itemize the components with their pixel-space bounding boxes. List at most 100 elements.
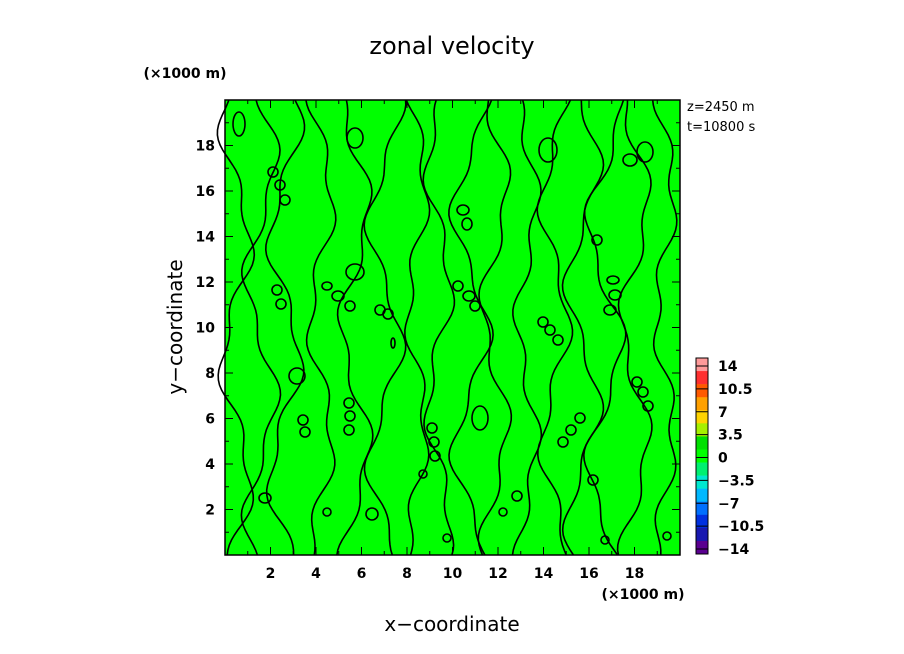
time-level-annotation-t: t=10800 s — [687, 120, 755, 135]
x-axis-label: x−coordinate — [384, 612, 519, 636]
colorbar-frame — [695, 357, 709, 555]
contour-line — [305, 99, 337, 556]
x-tick-label: 2 — [266, 566, 276, 582]
contour-line — [511, 99, 543, 556]
contour-loop — [600, 535, 610, 545]
colorbar: 14 10.5 7 3.5 0 −3.5 −7 −10.5 −14 — [695, 357, 764, 558]
contour-loop — [382, 308, 394, 320]
contour-loop — [603, 304, 617, 316]
contour-loop — [321, 281, 333, 291]
y-tick-label: 2 — [205, 503, 215, 519]
contour-loop — [346, 127, 364, 149]
y-tick-label: 8 — [205, 366, 215, 382]
colorbar-label: −7 — [718, 496, 739, 512]
y-tick-label: 6 — [205, 412, 215, 428]
colorbar-label: 0 — [718, 451, 728, 467]
colorbar-swatch — [696, 462, 708, 476]
colorbar-swatch — [696, 371, 708, 385]
y-tick-label: 16 — [196, 184, 215, 200]
contour-loop — [343, 397, 355, 409]
contour-loop — [511, 490, 523, 502]
contour-loop — [345, 263, 365, 281]
x-tick-labels: 2 4 6 8 10 12 14 16 18 — [266, 566, 645, 582]
x-tick-label: 18 — [625, 566, 644, 582]
colorbar-swatch — [696, 358, 708, 372]
contour-line — [536, 99, 574, 556]
contour-loop — [275, 298, 287, 310]
contour-loop — [274, 179, 286, 191]
plot-field — [225, 100, 680, 555]
contour-loop — [232, 111, 246, 137]
x-tick-label: 12 — [488, 566, 507, 582]
contour-line — [561, 99, 605, 556]
contour-loop — [343, 424, 355, 436]
contour-loop — [461, 217, 473, 231]
colorbar-label: 14 — [718, 359, 738, 375]
contour-loop — [471, 405, 489, 431]
contour-loop — [565, 424, 577, 436]
contour-line — [363, 99, 407, 556]
plot-frame — [224, 99, 681, 556]
colorbar-swatch — [696, 475, 708, 489]
contour-loop — [469, 300, 481, 312]
contour-loop — [636, 141, 654, 163]
contour-loop — [390, 337, 396, 349]
contour-loop — [622, 153, 638, 167]
contour-loop — [271, 284, 283, 296]
contour-loop — [428, 436, 440, 448]
contour-line — [422, 99, 456, 556]
contour-loop — [552, 334, 564, 346]
y-axis-label: y−coordinate — [163, 259, 187, 394]
contour-loop — [606, 275, 620, 285]
contour-loop — [662, 531, 672, 541]
contour-loop — [365, 507, 379, 521]
x-tick-label: 10 — [443, 566, 463, 582]
y-tick-label: 14 — [196, 230, 216, 246]
contour-loop — [426, 422, 438, 434]
x-tick-label: 8 — [402, 566, 412, 582]
colorbar-swatch — [696, 397, 708, 411]
x-unit-label: (×1000 m) — [602, 587, 685, 603]
contour-line — [477, 99, 513, 556]
contour-line — [336, 99, 374, 556]
colorbar-swatch — [696, 449, 708, 463]
y-tick-label: 10 — [196, 321, 216, 337]
chart-title: zonal velocity — [369, 32, 534, 60]
y-tick-labels: 2 4 6 8 10 12 14 16 18 — [196, 139, 216, 519]
contour-loop — [288, 367, 306, 385]
contour-loop — [452, 280, 464, 292]
contour-loop — [331, 290, 345, 302]
contour-line — [240, 99, 282, 556]
x-tick-label: 14 — [534, 566, 554, 582]
x-tick-label: 16 — [579, 566, 598, 582]
contour-loop — [279, 194, 291, 206]
colorbar-swatch — [696, 410, 708, 424]
colorbar-label: −14 — [718, 542, 749, 558]
colorbar-swatch — [696, 423, 708, 437]
colorbar-label: 10.5 — [718, 382, 753, 398]
contour-loop — [557, 436, 569, 448]
contour-loop — [267, 166, 279, 178]
contour-loop — [456, 204, 470, 216]
y-tick-label: 12 — [196, 275, 215, 291]
colorbar-swatch — [696, 527, 708, 542]
contour-lines — [216, 99, 678, 556]
contour-loop — [462, 290, 476, 302]
colorbar-swatch — [696, 501, 708, 516]
contour-line — [448, 99, 494, 556]
contour-line — [404, 99, 431, 556]
contour-line — [651, 99, 678, 555]
y-tick-label: 18 — [196, 139, 215, 155]
contour-loop — [538, 137, 558, 163]
y-unit-label: (×1000 m) — [144, 66, 227, 82]
contour-loop — [591, 234, 603, 246]
contour-loop — [574, 412, 586, 424]
contour-loop — [498, 507, 508, 517]
colorbar-swatch — [696, 384, 708, 398]
contour-loop — [322, 507, 332, 517]
contour-loop — [344, 410, 356, 422]
contour-line — [264, 99, 306, 556]
contour-loop — [537, 316, 549, 328]
time-level-annotation-z: z=2450 m — [687, 100, 755, 115]
